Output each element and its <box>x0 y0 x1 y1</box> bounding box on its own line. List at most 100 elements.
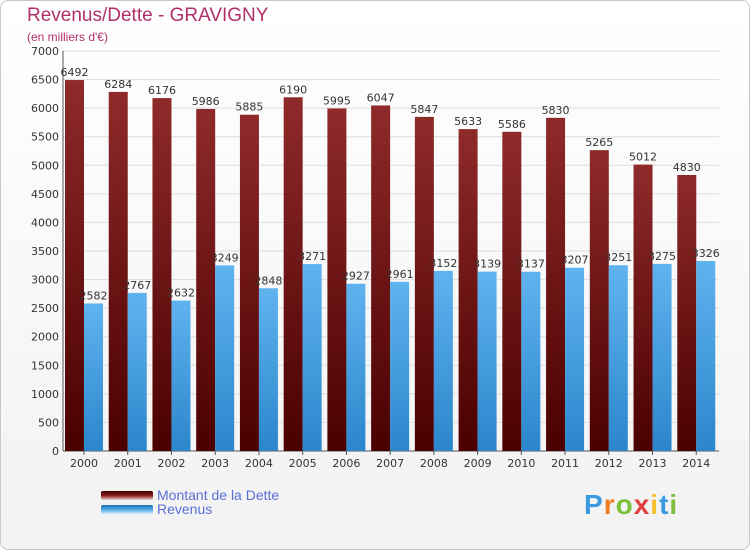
legend-swatch-dette <box>101 490 153 500</box>
legend-item-dette: Montant de la Dette <box>101 487 280 503</box>
data-label-dette: 5995 <box>323 94 351 107</box>
logo-letter: i <box>669 489 679 520</box>
x-tick-label: 2009 <box>464 457 492 470</box>
bar-revenus <box>346 283 366 451</box>
x-tick-label: 2001 <box>114 457 142 470</box>
data-label-dette: 5633 <box>454 115 482 128</box>
data-label-dette: 6190 <box>279 83 307 96</box>
data-label-dette: 5885 <box>235 101 263 114</box>
logo-letter: i <box>650 489 660 520</box>
bar-dette <box>283 97 303 452</box>
bar-revenus <box>565 267 585 451</box>
data-label-dette: 5265 <box>585 136 613 149</box>
data-label-dette: 6176 <box>148 84 176 97</box>
bar-revenus <box>433 270 453 451</box>
y-tick-label: 7000 <box>31 45 59 58</box>
x-tick-label: 2002 <box>157 457 185 470</box>
bar-dette <box>65 80 84 452</box>
chart-title: Revenus/Dette - GRAVIGNY <box>27 5 269 26</box>
y-tick-label: 1500 <box>31 359 59 372</box>
x-tick-label: 2005 <box>289 457 317 470</box>
data-label-dette: 6284 <box>104 78 132 91</box>
logo-letter: r <box>603 489 616 520</box>
bar-revenus <box>521 271 541 451</box>
bar-revenus <box>215 265 235 451</box>
data-label-dette: 5830 <box>542 104 570 117</box>
data-label-revenus: 3137 <box>517 258 545 271</box>
logo-letter: x <box>633 489 651 520</box>
bar-dette <box>371 105 391 451</box>
x-tick-label: 2013 <box>639 457 667 470</box>
bar-revenus <box>477 271 497 451</box>
bar-dette <box>458 129 478 451</box>
data-label-dette: 5586 <box>498 118 526 131</box>
bar-revenus <box>84 303 103 451</box>
x-tick-label: 2004 <box>245 457 273 470</box>
data-label-revenus: 3207 <box>561 254 589 267</box>
x-tick-label: 2006 <box>332 457 360 470</box>
data-label-dette: 4830 <box>673 161 701 174</box>
data-label-revenus: 3152 <box>429 257 457 270</box>
legend-swatch-revenus <box>101 504 153 514</box>
y-tick-label: 4500 <box>31 188 59 201</box>
legend-label-dette: Montant de la Dette <box>157 487 280 503</box>
data-label-revenus: 3139 <box>473 258 501 271</box>
bar-revenus <box>652 263 672 451</box>
data-label-revenus: 2927 <box>342 270 370 283</box>
data-label-dette: 6492 <box>61 66 89 79</box>
bar-dette <box>327 108 347 451</box>
data-label-revenus: 2582 <box>80 289 108 302</box>
x-tick-label: 2010 <box>507 457 535 470</box>
x-tick-label: 2007 <box>376 457 404 470</box>
legend-item-revenus: Revenus <box>101 501 213 517</box>
data-label-revenus: 3251 <box>604 251 632 264</box>
data-label-dette: 6047 <box>367 91 395 104</box>
bar-revenus <box>127 292 147 451</box>
x-tick-label: 2011 <box>551 457 579 470</box>
bar-dette <box>546 117 566 451</box>
bar-dette <box>108 91 128 452</box>
x-tick-label: 2000 <box>70 457 98 470</box>
y-tick-label: 5000 <box>31 159 59 172</box>
y-tick-label: 6500 <box>31 74 59 87</box>
bar-dette <box>502 131 522 452</box>
bar-revenus <box>390 281 410 451</box>
bar-revenus <box>696 260 716 451</box>
bar-revenus <box>302 264 322 451</box>
x-tick-label: 2003 <box>201 457 229 470</box>
data-label-revenus: 3249 <box>211 251 239 264</box>
data-label-revenus: 3326 <box>692 247 720 260</box>
bar-revenus <box>608 265 628 451</box>
logo-letter: P <box>584 489 604 520</box>
bar-revenus <box>171 300 191 451</box>
bar-dette <box>414 116 434 451</box>
data-label-revenus: 2961 <box>386 268 414 281</box>
y-tick-label: 5500 <box>31 131 59 144</box>
data-label-revenus: 2632 <box>167 287 195 300</box>
bar-dette <box>152 98 172 451</box>
data-label-revenus: 3271 <box>298 250 326 263</box>
y-tick-label: 1000 <box>31 388 59 401</box>
data-label-dette: 5986 <box>192 95 220 108</box>
y-tick-label: 3500 <box>31 245 59 258</box>
y-tick-label: 0 <box>52 445 59 458</box>
chart-subtitle: (en milliers d'€) <box>27 30 108 44</box>
bar-chart: 0 500 1000 1500 2000 2500 3000 3500 4000 4500 5000… <box>31 45 720 470</box>
x-tick-label: 2012 <box>595 457 623 470</box>
legend-label-revenus: Revenus <box>157 501 213 517</box>
y-tick-label: 2000 <box>31 331 59 344</box>
bar-dette <box>677 175 697 451</box>
logo-letter: o <box>615 489 634 520</box>
y-tick-label: 4000 <box>31 216 59 229</box>
y-tick-label: 2500 <box>31 302 59 315</box>
data-label-revenus: 2767 <box>123 279 151 292</box>
bar-dette <box>589 150 609 451</box>
data-label-dette: 5012 <box>629 151 657 164</box>
bar-revenus <box>258 288 278 451</box>
y-tick-label: 500 <box>38 416 59 429</box>
x-tick-label: 2014 <box>682 457 710 470</box>
data-label-revenus: 3275 <box>648 250 676 263</box>
y-tick-label: 3000 <box>31 274 59 287</box>
data-label-dette: 5847 <box>410 103 438 116</box>
